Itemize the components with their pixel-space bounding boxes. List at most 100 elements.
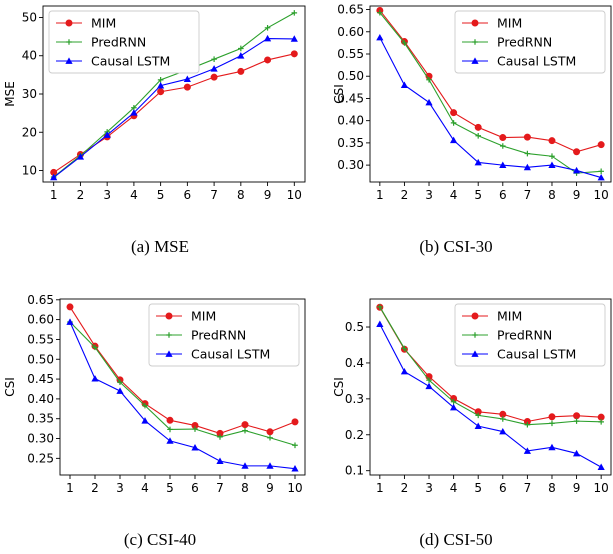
x-tick-label: 4	[450, 188, 458, 202]
data-point	[474, 422, 482, 430]
y-tick-label: 30	[22, 87, 37, 101]
x-tick-label: 10	[594, 481, 609, 495]
x-tick-label: 3	[103, 188, 111, 202]
caption-c: (c) CSI-40	[124, 530, 196, 549]
legend-marker	[166, 332, 172, 338]
chart-a: 10 20 30 40 50 1 2 3 4 5 6 7 8 9 10 MSE MIM PredRNN Causal…	[3, 5, 306, 202]
y-tick-label: 0.4	[345, 356, 364, 370]
legend-marker	[65, 57, 73, 64]
x-tick-label: 6	[191, 481, 199, 495]
legend-box	[48, 10, 200, 74]
legend-marker	[165, 312, 173, 320]
data-point	[377, 304, 383, 310]
data-point	[499, 427, 507, 435]
data-point	[474, 123, 482, 131]
series-line	[69, 321, 296, 446]
data-point	[572, 166, 581, 174]
data-point	[290, 35, 298, 42]
data-point	[103, 131, 111, 138]
y-tick-label: 40	[22, 49, 37, 63]
data-point	[183, 75, 191, 82]
y-axis-label: MSE	[3, 81, 17, 107]
series-line	[379, 12, 602, 174]
x-tick-label: 4	[130, 188, 138, 202]
y-tick-label: 0.35	[27, 412, 54, 426]
x-tick-label: 2	[401, 481, 409, 495]
data-point	[598, 419, 604, 425]
data-point	[548, 161, 556, 168]
y-tick-label: 50	[22, 10, 37, 24]
plot-frame	[369, 298, 612, 476]
legend-label: PredRNN	[497, 328, 552, 343]
data-point	[377, 9, 383, 16]
x-tick-label: 2	[91, 481, 99, 495]
data-point	[573, 412, 581, 420]
data-point	[66, 318, 74, 325]
data-point	[50, 173, 58, 181]
x-tick-label: 3	[116, 481, 124, 495]
data-point	[291, 418, 299, 426]
chart-b: 0.30 0.35 0.40 0.45 0.50 0.55 0.60 0.65 1 2 3 4 5 6 7 8…	[332, 3, 612, 202]
series-line	[379, 323, 602, 468]
chart-c: 0.25 0.30 0.35 0.40 0.45 0.50 0.55 0.60 0.65 1 2 3 4…	[3, 293, 306, 495]
series-line	[53, 37, 295, 178]
data-point	[210, 65, 218, 72]
data-point	[267, 434, 273, 441]
data-point	[400, 81, 409, 88]
data-point	[376, 320, 384, 328]
x-tick-label: 7	[524, 481, 532, 495]
data-point	[237, 67, 245, 75]
plot-frame	[59, 298, 306, 476]
data-point	[117, 379, 123, 386]
x-tick-label: 1	[376, 188, 384, 202]
y-tick-label: 0.55	[337, 47, 364, 61]
x-tick-label: 9	[573, 188, 581, 202]
x-tick-label: 10	[287, 188, 302, 202]
y-tick-label: 0.1	[345, 464, 364, 478]
legend-label: PredRNN	[191, 328, 246, 343]
data-point	[597, 141, 605, 149]
data-point	[210, 73, 218, 81]
legend-box	[148, 303, 300, 367]
legend-marker	[472, 332, 478, 338]
data-point	[91, 375, 99, 382]
data-point	[130, 109, 138, 116]
legend-marker	[471, 57, 479, 64]
data-point	[597, 173, 605, 181]
x-tick-label: 7	[524, 188, 532, 202]
data-point	[141, 417, 149, 424]
data-point	[264, 56, 272, 64]
y-tick-label: 0.5	[345, 320, 364, 334]
y-tick-label: 0.65	[337, 3, 364, 17]
data-point	[499, 416, 506, 422]
x-tick-label: 7	[216, 481, 224, 495]
data-point	[425, 98, 433, 106]
legend-label: Causal LSTM	[497, 54, 576, 69]
x-tick-label: 5	[474, 481, 482, 495]
chart-d: 0.1 0.2 0.3 0.4 0.5 1 2 3 4 5 6 7 8 9 10 CSI MIM PredRNN C…	[332, 298, 612, 495]
y-tick-label: 0.40	[337, 114, 364, 128]
y-tick-label: 0.3	[345, 392, 364, 406]
x-tick-label: 5	[157, 188, 165, 202]
legend: MIM PredRNN Causal LSTM	[48, 10, 200, 74]
data-point	[524, 150, 531, 157]
x-tick-label: 4	[450, 481, 458, 495]
y-tick-label: 0.45	[337, 91, 364, 105]
legend-marker	[471, 350, 479, 357]
data-point	[426, 76, 432, 83]
legend: MIM PredRNN Causal LSTM	[454, 10, 606, 74]
data-point	[238, 45, 244, 52]
data-point	[157, 81, 165, 89]
data-point	[523, 163, 531, 171]
y-tick-label: 0.60	[337, 25, 364, 39]
caption-a: (a) MSE	[131, 237, 189, 256]
legend-label: MIM	[191, 309, 216, 324]
legend-marker	[471, 19, 479, 27]
legend-marker	[165, 350, 173, 357]
data-point	[191, 444, 199, 451]
data-point	[573, 418, 580, 424]
y-tick-label: 0.2	[345, 428, 364, 442]
series-line	[69, 321, 296, 470]
series-line	[53, 12, 295, 178]
